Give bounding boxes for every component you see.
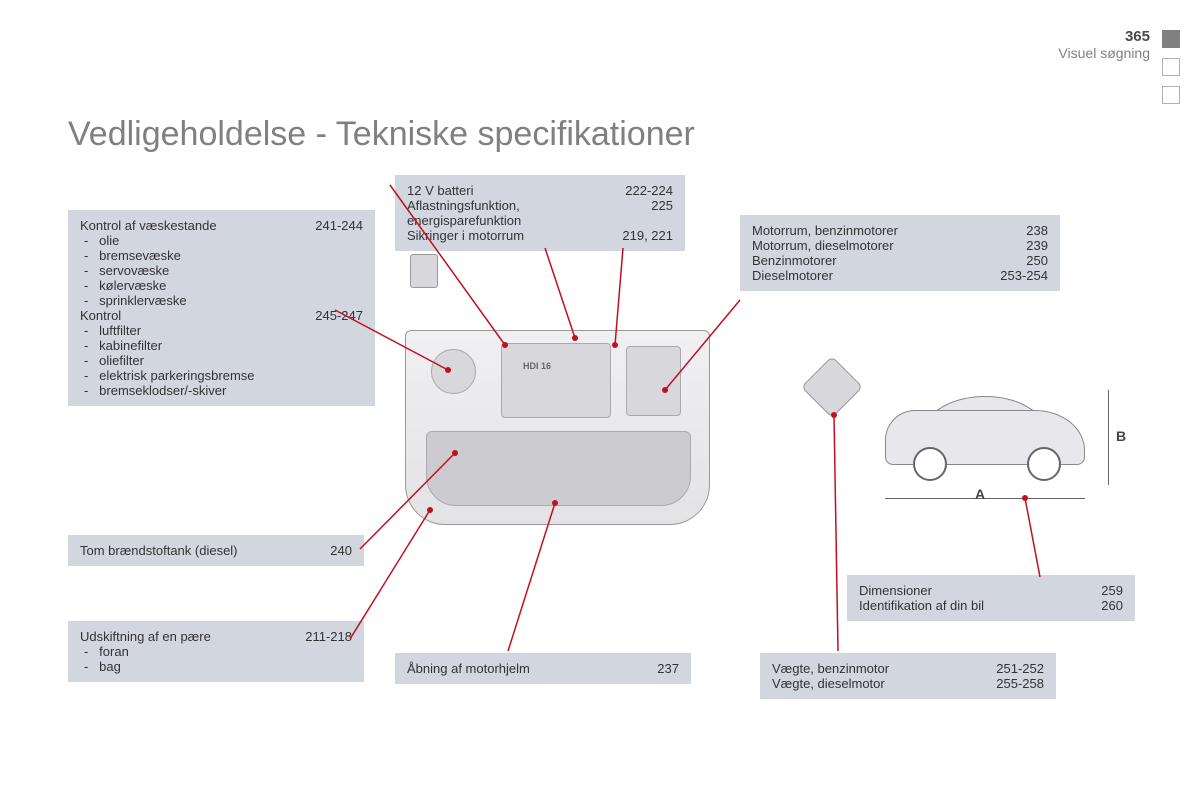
row-pages: 219, 221 xyxy=(622,228,673,243)
callout-bulb: Udskiftning af en pære 211-218 foran bag xyxy=(68,621,364,682)
row-pages: 255-258 xyxy=(996,676,1044,691)
engine-label: HDI 16 xyxy=(523,361,551,371)
page-title: Vedligeholdelse - Tekniske specifikation… xyxy=(68,115,695,154)
list-item: oliefilter xyxy=(84,353,363,368)
bulb-pages: 211-218 xyxy=(305,629,352,644)
list-item: bag xyxy=(84,659,352,674)
row-label: 12 V batteri xyxy=(407,183,610,198)
list-item: kølervæske xyxy=(84,278,363,293)
ecu-icon xyxy=(410,254,438,288)
row-label: Identifikation af din bil xyxy=(859,598,1086,613)
fluids-list: olie bremsevæske servovæske kølervæske s… xyxy=(80,233,363,308)
control-pages: 245-247 xyxy=(315,308,363,323)
callout-bonnet: Åbning af motorhjelm 237 xyxy=(395,653,691,684)
fluids-title: Kontrol af væskestande xyxy=(80,218,300,233)
cap-icon xyxy=(801,356,863,418)
page-number: 365 xyxy=(1125,28,1150,45)
row-pages: 251-252 xyxy=(996,661,1044,676)
row-pages: 238 xyxy=(1026,223,1048,238)
control-list: luftfilter kabinefilter oliefilter elekt… xyxy=(80,323,363,398)
callout-fuel: Tom brændstoftank (diesel) 240 xyxy=(68,535,364,566)
row-label: Benzinmotorer xyxy=(752,253,1011,268)
car-diagram xyxy=(885,390,1105,485)
dim-label-a: A xyxy=(975,486,985,502)
row-label: Dimensioner xyxy=(859,583,1086,598)
row-label: Aflastningsfunktion, energisparefunktion xyxy=(407,198,636,228)
row-pages: 222-224 xyxy=(625,183,673,198)
row-pages: 260 xyxy=(1101,598,1123,613)
bonnet-pages: 237 xyxy=(657,661,679,676)
marker-square-outline xyxy=(1162,86,1180,104)
callout-dimensions: Dimensioner 259 Identifikation af din bil… xyxy=(847,575,1135,621)
row-label: Motorrum, dieselmotorer xyxy=(752,238,1011,253)
list-item: olie xyxy=(84,233,363,248)
page-header: 365 Visuel søgning xyxy=(1058,28,1150,61)
row-pages: 259 xyxy=(1101,583,1123,598)
marker-square-outline xyxy=(1162,58,1180,76)
list-item: sprinklervæske xyxy=(84,293,363,308)
list-item: servovæske xyxy=(84,263,363,278)
fuel-pages: 240 xyxy=(330,543,352,558)
dim-label-b: B xyxy=(1116,428,1126,444)
list-item: elektrisk parkeringsbremse xyxy=(84,368,363,383)
row-label: Motorrum, benzinmotorer xyxy=(752,223,1011,238)
row-pages: 239 xyxy=(1026,238,1048,253)
list-item: bremseklodser/-skiver xyxy=(84,383,363,398)
list-item: kabinefilter xyxy=(84,338,363,353)
fluids-pages: 241-244 xyxy=(315,218,363,233)
list-item: foran xyxy=(84,644,352,659)
row-pages: 253-254 xyxy=(1000,268,1048,283)
row-pages: 225 xyxy=(651,198,673,228)
engine-diagram: HDI 16 xyxy=(405,330,710,525)
row-label: Dieselmotorer xyxy=(752,268,985,283)
header-squares xyxy=(1162,30,1180,104)
section-label: Visuel søgning xyxy=(1058,45,1150,61)
list-item: bremsevæske xyxy=(84,248,363,263)
callout-engines: Motorrum, benzinmotorer 238 Motorrum, die… xyxy=(740,215,1060,291)
callout-fluids: Kontrol af væskestande 241-244 olie brem… xyxy=(68,210,375,406)
row-label: Sikringer i motorrum xyxy=(407,228,607,243)
row-pages: 250 xyxy=(1026,253,1048,268)
list-item: luftfilter xyxy=(84,323,363,338)
row-label: Vægte, benzinmotor xyxy=(772,661,981,676)
row-label: Vægte, dieselmotor xyxy=(772,676,981,691)
dim-line-b xyxy=(1108,390,1109,485)
control-title: Kontrol xyxy=(80,308,300,323)
bulb-list: foran bag xyxy=(80,644,352,674)
marker-square-filled xyxy=(1162,30,1180,48)
callout-weights: Vægte, benzinmotor 251-252 Vægte, dieselm… xyxy=(760,653,1056,699)
callout-battery: 12 V batteri 222-224 Aflastningsfunktion,… xyxy=(395,175,685,251)
bonnet-label: Åbning af motorhjelm xyxy=(407,661,642,676)
fuel-label: Tom brændstoftank (diesel) xyxy=(80,543,315,558)
bulb-title: Udskiftning af en pære xyxy=(80,629,290,644)
